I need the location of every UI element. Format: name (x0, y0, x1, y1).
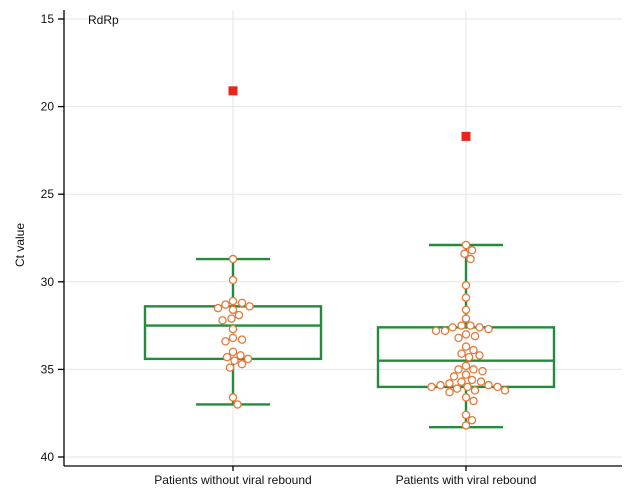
data-point (500, 386, 510, 395)
data-point (476, 377, 486, 386)
y-tick-label: 20 (41, 100, 55, 114)
data-point (218, 316, 227, 325)
y-axis-title: Ct value (13, 223, 27, 267)
y-tick-label: 25 (41, 187, 55, 201)
outlier-marker (228, 86, 238, 96)
data-point (478, 366, 487, 376)
data-point (475, 323, 484, 332)
data-point (213, 303, 223, 313)
data-point (461, 342, 471, 351)
data-point (484, 380, 493, 390)
data-point (449, 372, 459, 381)
data-point (227, 314, 236, 323)
data-point (461, 410, 471, 420)
data-point (454, 333, 463, 343)
x-tick-label: Patients with viral rebound (396, 473, 537, 487)
y-tick-label: 40 (41, 450, 55, 464)
data-point (470, 386, 480, 395)
y-tick-label: 30 (41, 275, 55, 289)
data-point (236, 351, 245, 360)
data-point (228, 393, 238, 402)
data-point (234, 310, 244, 320)
data-point (431, 326, 441, 336)
data-point (461, 293, 471, 302)
data-point (245, 302, 254, 311)
data-point (469, 345, 478, 355)
data-point (461, 314, 471, 323)
data-point (440, 326, 450, 336)
data-point (228, 305, 238, 315)
data-point (230, 356, 239, 365)
data-point (475, 351, 484, 360)
data-point (467, 375, 477, 385)
data-point (454, 365, 463, 374)
data-point (457, 377, 466, 386)
data-point (461, 421, 471, 430)
data-point (228, 296, 238, 306)
data-point (461, 240, 471, 250)
data-point (228, 333, 238, 343)
chart-annotation: RdRp (88, 13, 119, 27)
grid-lines (64, 10, 622, 466)
x-tick-label: Patients without viral rebound (154, 473, 311, 487)
data-point (448, 323, 457, 332)
data-point (464, 352, 474, 362)
box-group (376, 131, 556, 429)
data-point (237, 359, 247, 369)
data-point (463, 382, 472, 392)
data-point (228, 347, 238, 357)
data-point (461, 330, 471, 339)
data-point (225, 363, 235, 372)
data-point (461, 305, 471, 315)
data-point (445, 379, 454, 388)
data-point (460, 249, 469, 259)
data-point (228, 254, 238, 264)
data-points (213, 240, 510, 430)
data-point (469, 365, 478, 374)
data-point (233, 400, 242, 409)
outlier-marker (461, 131, 471, 141)
data-point (484, 324, 493, 334)
data-point (237, 298, 247, 308)
data-point (493, 382, 502, 392)
data-point (445, 387, 454, 397)
data-point (228, 275, 238, 285)
data-point (457, 321, 466, 330)
data-point (427, 382, 436, 392)
data-point (452, 384, 462, 393)
data-point (461, 281, 471, 290)
data-point (467, 415, 477, 425)
data-point (457, 349, 466, 358)
data-point (461, 393, 471, 402)
data-point (222, 352, 232, 362)
box-plot-groups (143, 86, 556, 429)
data-point (470, 331, 480, 341)
axes: 15 20 25 30 35 40 Patients without viral rebou… (41, 10, 622, 487)
y-tick-label: 35 (41, 362, 55, 376)
data-point (461, 361, 471, 371)
data-point (469, 396, 478, 406)
data-point (467, 246, 477, 255)
data-point (466, 321, 475, 330)
y-tick-label: 15 (41, 12, 55, 26)
data-point (221, 337, 230, 346)
data-point (221, 300, 230, 309)
data-point (228, 324, 238, 334)
data-point (237, 335, 247, 344)
data-point (461, 370, 471, 379)
data-point (436, 380, 445, 390)
data-point (466, 254, 475, 264)
data-point (243, 354, 253, 364)
